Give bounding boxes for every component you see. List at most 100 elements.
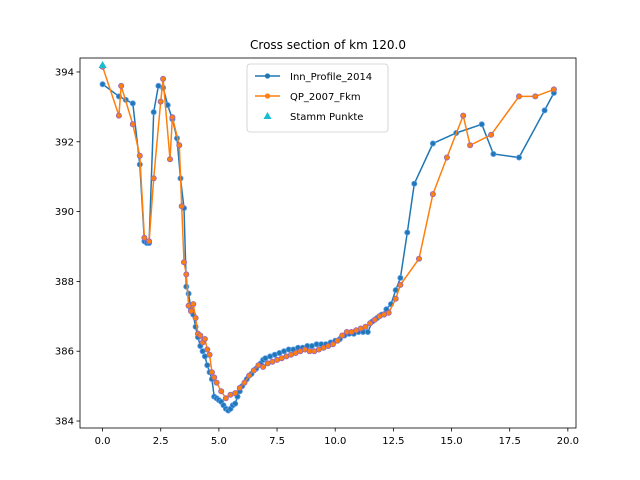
y-tick-label: 388 [55,277,74,288]
data-point [460,112,467,119]
data-point [367,320,374,327]
data-point [490,150,497,157]
axes-frame [79,57,577,429]
data-point [160,75,167,82]
series-layer [98,60,557,414]
data-point [392,295,399,302]
x-tick-label: 2.5 [153,436,169,447]
data-point [129,121,136,128]
x-tick-label: 0.0 [95,436,111,447]
series-Stamm Punkte [98,60,107,68]
legend-label: Stamm Punkte [290,112,363,123]
x-tick-label: 20.0 [557,436,579,447]
data-point [404,229,411,236]
y-tick-label: 392 [55,137,74,148]
data-point [397,274,404,281]
legend-entry: Stamm Punkte [263,112,363,123]
data-point [192,314,199,321]
data-point [136,152,143,159]
data-point [429,191,436,198]
data-point [183,271,190,278]
data-point [532,93,539,100]
data-point [185,290,192,297]
legend-entry: QP_2007_Fkm [255,92,361,103]
data-point [467,142,474,149]
data-point [246,372,253,379]
data-point [204,362,211,369]
data-point [415,255,422,262]
x-tick-label: 15.0 [440,436,462,447]
data-point [204,346,211,353]
y-tick-label: 386 [55,347,74,358]
data-point [478,121,485,128]
data-point [397,281,404,288]
y-axis: 384 386 388 390 392 394 [55,67,80,428]
data-point [334,337,341,344]
data-point [550,86,557,93]
data-point [364,328,371,335]
legend-label: Inn_Profile_2014 [290,72,372,83]
data-point [371,316,378,323]
series-QP_2007_Fkm [99,63,557,402]
data-point [488,131,495,138]
y-tick-label: 394 [55,67,74,78]
data-point [541,107,548,114]
data-point [169,114,176,121]
data-point [118,82,125,89]
data-point [150,109,157,116]
y-tick-label: 384 [55,417,74,428]
data-point [411,180,418,187]
data-point [197,332,204,339]
data-point [250,367,257,374]
legend-entry: Inn_Profile_2014 [255,72,372,83]
data-point [176,142,183,149]
data-point [180,259,187,266]
x-tick-label: 10.0 [324,436,346,447]
data-point [385,309,392,316]
data-point [329,341,336,348]
data-point [146,238,153,245]
data-point [115,112,122,119]
data-point [141,234,148,241]
legend-marker [264,93,271,99]
data-point [178,203,185,210]
data-point [516,154,523,161]
data-point [260,363,267,370]
data-point [150,175,157,182]
data-point [222,395,229,402]
legend-box [246,63,389,133]
data-point [98,60,107,68]
legend-marker [263,112,272,119]
data-point [129,100,136,107]
data-point [99,81,106,88]
chart-title: Cross section of km 120.0 [250,38,406,52]
data-point [429,140,436,147]
data-point [241,379,248,386]
data-point [166,156,173,163]
x-tick-label: 12.5 [382,436,404,447]
data-point [232,400,239,407]
data-point [443,154,450,161]
x-tick-label: 7.5 [269,436,285,447]
data-point [157,98,164,105]
x-tick-label: 5.0 [211,436,227,447]
y-tick-label: 390 [55,207,74,218]
data-point [211,374,218,381]
data-point [183,283,190,290]
plot-area [79,57,577,429]
x-axis: 0.0 2.5 5.0 7.5 10.0 12.5 15.0 17.5 20.0 [95,428,579,447]
data-point [362,323,369,330]
legend-label: QP_2007_Fkm [290,92,361,103]
data-point [213,379,220,386]
legend: Inn_Profile_2014 QP_2007_Fkm Stamm Punkte [246,63,389,133]
data-point [190,301,197,308]
data-point [516,93,523,100]
data-point [218,388,225,395]
data-point [206,351,213,358]
data-point [236,384,243,391]
data-point [187,308,194,315]
data-point [339,332,346,339]
data-point [232,390,239,397]
data-point [208,369,215,376]
